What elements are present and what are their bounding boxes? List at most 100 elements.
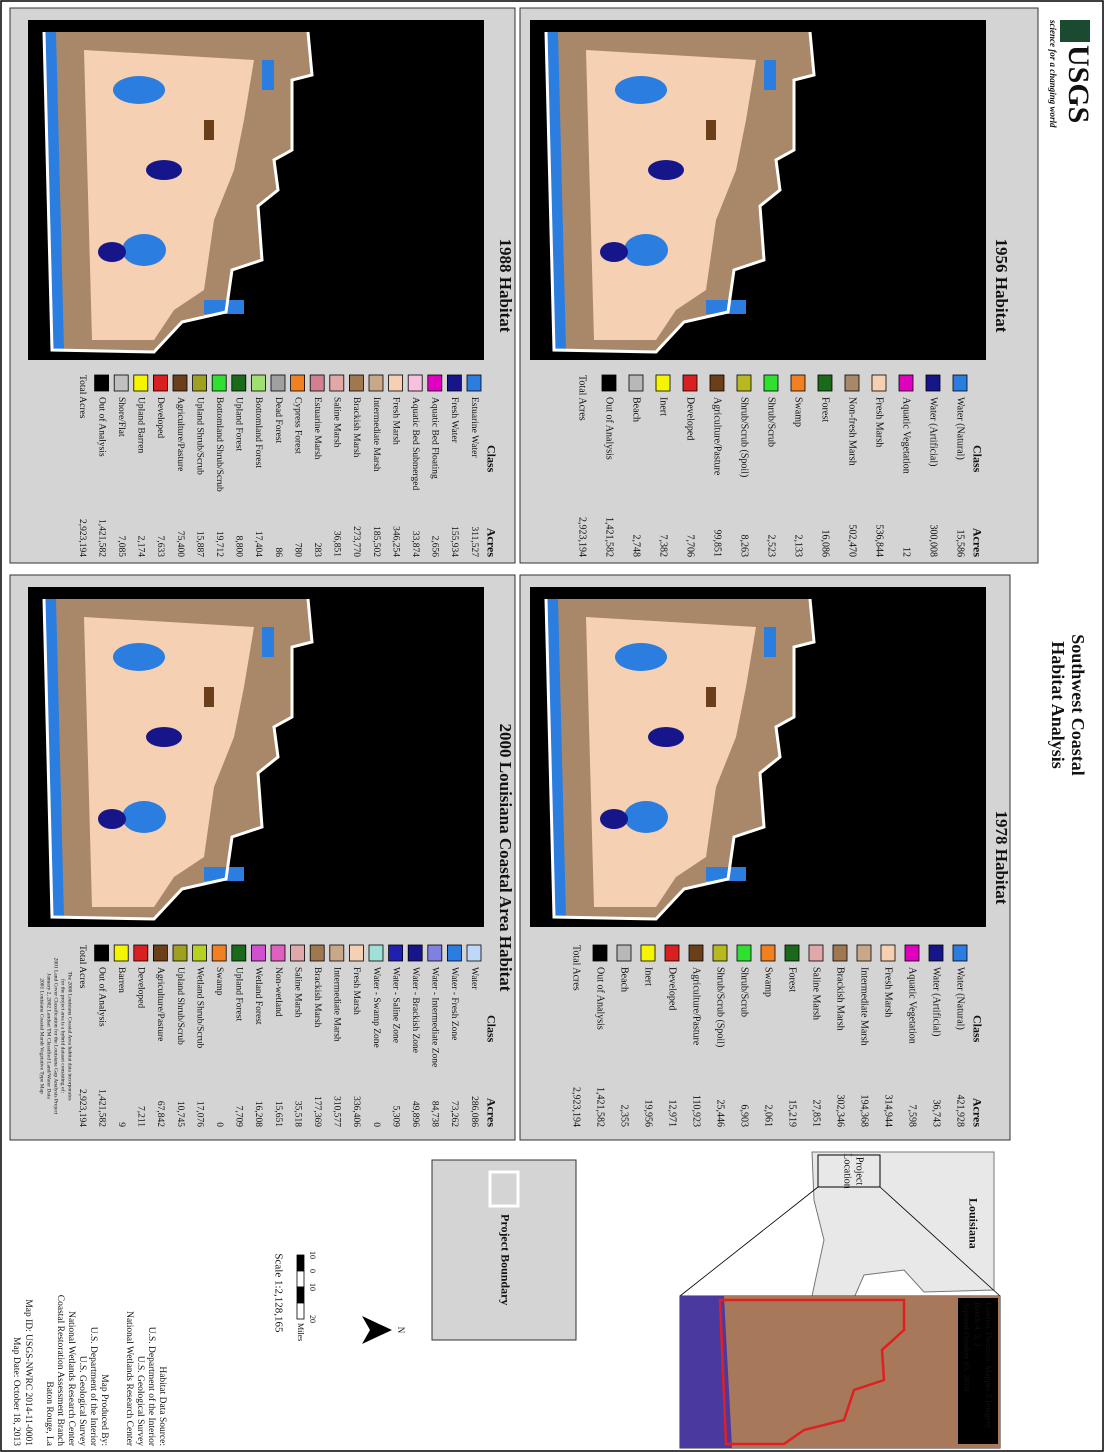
legend-acres: 75,400 (175, 531, 185, 557)
legend-total-acres: 2,923,194 (571, 1087, 582, 1127)
legend-acres-header: Acres (970, 528, 984, 557)
legend-swatch (926, 375, 940, 391)
map-layout: USGSscience for a changing worldSouthwes… (0, 0, 1104, 1452)
project-location-label: Project (854, 1157, 865, 1186)
legend-swatch (349, 945, 363, 961)
logo-mark (1060, 20, 1090, 42)
legend-swatch (349, 375, 363, 391)
legend-note: 2001 Louisiana Coastal Marsh Vegetative … (39, 978, 45, 1094)
legend-acres: 6,903 (739, 1105, 750, 1128)
legend-class-header: Class (484, 445, 498, 473)
scale-tick: 10 (308, 1251, 317, 1259)
legend-acres: 194,368 (859, 1095, 870, 1128)
legend-class: Shrub/Scrub (739, 967, 750, 1017)
legend-class: Upland Shrub/Scrub (194, 397, 204, 475)
legend-acres-header: Acres (970, 1098, 984, 1127)
poster-title: Habitat Analysis (1048, 641, 1068, 769)
legend-swatch (791, 375, 805, 391)
legend-swatch (602, 375, 616, 391)
legend-swatch (683, 375, 697, 391)
legend-acres: 9 (116, 1122, 126, 1127)
legend-class: Water (Natural) (955, 967, 966, 1030)
legend-acres-header: Acres (484, 1098, 498, 1127)
legend-swatch (212, 945, 226, 961)
legend-swatch (785, 945, 799, 961)
legend-swatch (95, 375, 109, 391)
legend-class: Agriculture/Pasture (175, 397, 185, 471)
legend-swatch (593, 945, 607, 961)
legend-acres: 2,133 (793, 535, 804, 558)
legend-swatch (899, 375, 913, 391)
legend-class: Intermediate Marsh (859, 967, 870, 1046)
legend-acres: 7,382 (658, 535, 669, 558)
legend-acres: 7,598 (907, 1105, 918, 1128)
poster-title: Southwest Coastal (1068, 634, 1088, 776)
legend-class: Swamp (214, 967, 224, 996)
legend-acres: 86 (273, 548, 283, 558)
imagery-label: Bands 4, 5, 3 (973, 1302, 983, 1347)
scale-ratio: Scale 1:2,128,165 (272, 1253, 284, 1333)
legend-swatch (447, 945, 461, 961)
map-id: Map ID: USGS-NWRC 2014-11-0001 (23, 1299, 33, 1446)
legend-swatch (291, 375, 305, 391)
credit: Coastal Restoration Assessment Branch (55, 1295, 65, 1446)
legend-class: Developed (667, 967, 678, 1010)
legend-swatch (134, 375, 148, 391)
legend-swatch (818, 375, 832, 391)
north-label: N (396, 1327, 406, 1334)
legend-acres: 273,770 (351, 526, 361, 557)
legend-total-label: Total Acres (77, 945, 87, 989)
legend-swatch (428, 375, 442, 391)
legend-acres: 286,086 (469, 1096, 479, 1127)
credit: U.S. Department of the Interior (88, 1327, 99, 1447)
legend-acres: 35,518 (292, 1101, 302, 1127)
legend-acres: 1,421,582 (96, 519, 106, 557)
legend-note: for the project area is a hybrid dataset… (60, 979, 67, 1094)
legend-swatch (617, 945, 631, 961)
legend-swatch (232, 945, 246, 961)
legend-swatch (408, 375, 422, 391)
habitat-map (28, 20, 484, 360)
legend-acres: 300,008 (928, 525, 939, 558)
legend-swatch (881, 945, 895, 961)
legend-acres: 336,406 (351, 1096, 361, 1127)
legend-class: Fresh Marsh (883, 967, 894, 1017)
credit: National Wetlands Research Center (124, 1311, 134, 1447)
legend-class: Saline Marsh (332, 397, 342, 448)
legend-class: Swamp (793, 397, 804, 427)
legend-swatch (953, 945, 967, 961)
legend-acres: 780 (292, 543, 302, 558)
legend-acres: 314,944 (883, 1095, 894, 1128)
legend-acres: 502,470 (847, 525, 858, 558)
legend-swatch (872, 375, 886, 391)
legend-swatch (369, 945, 383, 961)
legend-class: Out of Analysis (96, 397, 107, 457)
landsat-land (704, 1296, 1000, 1448)
legend-class: Brackish Marsh (835, 967, 846, 1031)
legend-class: Water (Artificial) (928, 397, 939, 466)
legend-class: Aquatic Bed Floating (430, 397, 440, 479)
legend-swatch (953, 375, 967, 391)
legend-total-acres: 2,923,194 (77, 519, 87, 557)
legend-class: Bottomland Forest (253, 397, 263, 468)
legend-swatch (629, 375, 643, 391)
legend-class: Water - Saline Zone (390, 967, 400, 1043)
scale-segment (297, 1287, 304, 1303)
legend-class: Barren (116, 967, 126, 993)
legend-total-acres: 2,923,194 (77, 1089, 87, 1127)
legend-swatch (193, 945, 207, 961)
legend-class-header: Class (970, 1015, 984, 1043)
legend-acres: 12,971 (667, 1100, 678, 1128)
legend-swatch (665, 945, 679, 961)
legend-class: Intermediate Marsh (371, 397, 381, 472)
legend-note: The 2000 Louisiana Coastal Area habitat … (67, 971, 73, 1100)
legend-acres: 7,211 (136, 1106, 146, 1127)
legend-acres: 19,956 (643, 1100, 654, 1128)
legend-swatch (764, 375, 778, 391)
legend-class: Water (469, 967, 479, 990)
legend-swatch (710, 375, 724, 391)
legend-class: Shrub/Scrub (Spoil) (739, 397, 750, 477)
legend-acres: 2,174 (136, 536, 146, 558)
legend-class: Saline Marsh (811, 967, 822, 1020)
scale-unit: Miles (296, 1323, 305, 1341)
